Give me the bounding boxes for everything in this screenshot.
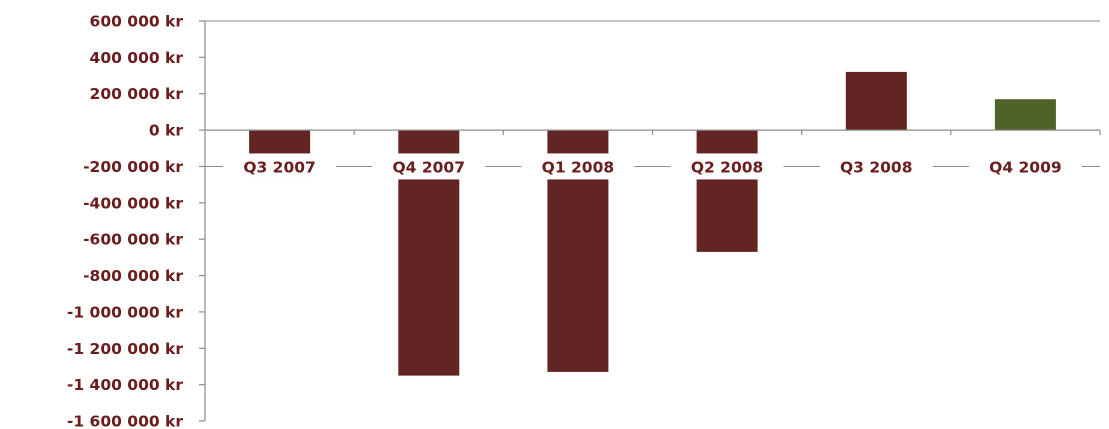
y-tick-labels: 600 000 kr 400 000 kr 200 000 kr 0 kr -200 0… — [67, 13, 183, 429]
x-tick-label: Q4 2009 — [989, 158, 1062, 176]
y-tick-label: -400 000 kr — [83, 194, 183, 212]
y-tick-label: -600 000 kr — [83, 231, 183, 249]
x-tick-label: Q1 2008 — [542, 158, 615, 176]
x-tick-label-background — [223, 153, 337, 180]
y-tick-label: -1 400 000 kr — [67, 376, 183, 394]
y-tick-label: 200 000 kr — [90, 85, 184, 103]
x-tick-label-background — [968, 153, 1082, 180]
x-tick-labels: Q3 2007 Q4 2007 Q1 2008 Q2 2008 Q3 2008 Q4 20… — [205, 153, 1100, 180]
x-tick-label: Q4 2007 — [393, 158, 466, 176]
y-tick-label: -800 000 kr — [83, 267, 183, 285]
x-tick-label: Q3 2007 — [243, 158, 316, 176]
x-tick-label: Q3 2008 — [840, 158, 913, 176]
y-tick-label: 600 000 kr — [90, 13, 184, 31]
x-tick-label-background — [521, 153, 635, 180]
y-tick-label: 0 kr — [149, 122, 183, 140]
bars-group — [249, 71, 1056, 376]
y-tick-label: -1 200 000 kr — [67, 340, 183, 358]
bar-q2-2008 — [696, 130, 758, 252]
y-tick-label: -1 000 000 kr — [67, 303, 183, 321]
x-tick-label-background — [670, 153, 784, 180]
bar-q4-2009 — [994, 99, 1056, 131]
y-tick-label: -200 000 kr — [83, 158, 183, 176]
x-tick-label: Q2 2008 — [691, 158, 764, 176]
x-tick-label-background — [819, 153, 933, 180]
axes-group — [199, 20, 1101, 422]
y-tick-label: 400 000 kr — [90, 49, 184, 67]
y-tick-label: -1 600 000 kr — [67, 413, 183, 429]
bar-q3-2008 — [845, 71, 907, 131]
x-tick-label-background — [372, 153, 486, 180]
